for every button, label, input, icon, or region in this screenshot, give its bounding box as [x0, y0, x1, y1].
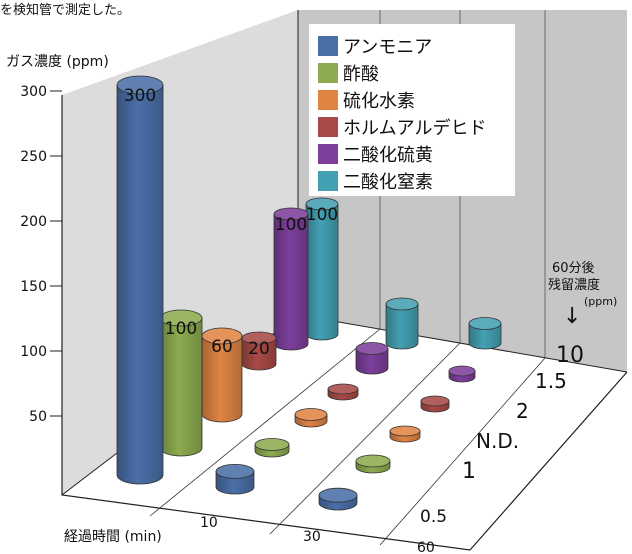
bar-ホルムアルデヒド-30 [327, 383, 359, 401]
bar-酢酸-10: 100 [159, 309, 203, 457]
bar-label-アンモニア: 300 [124, 86, 156, 106]
residual-unit: (ppm) [584, 295, 617, 308]
y-tick-label-50: 50 [29, 409, 47, 425]
legend-label-0: アンモニア [343, 37, 432, 58]
residual-block: 60分後 残留濃度 ↓ (ppm) 0.5 1N.D. 21.510 [420, 261, 617, 527]
legend-swatch-1 [318, 63, 338, 83]
bar-label-二酸化窒素: 100 [306, 205, 338, 225]
bar-label-酢酸: 100 [165, 319, 197, 339]
bar-label-硫化水素: 60 [211, 337, 233, 357]
bar-二酸化硫黄-10: 100 [273, 207, 309, 351]
bar-硫化水素-10: 60 [201, 327, 243, 423]
legend-label-3: ホルムアルデヒド [343, 118, 486, 139]
bar-二酸化硫黄-60 [448, 365, 476, 383]
bar-二酸化硫黄-30 [355, 342, 389, 375]
y-tick-label-200: 200 [20, 214, 47, 230]
floor-grid-2 [269, 342, 461, 535]
y-tick-label-250: 250 [20, 149, 47, 165]
residual-value-2: N.D. [476, 429, 519, 453]
bar-アンモニア-30 [215, 463, 255, 495]
y-tick-label-100: 100 [20, 344, 47, 360]
residual-arrow: ↓ [563, 304, 581, 329]
legend-swatch-4 [318, 144, 338, 164]
residual-title-1: 60分後 [552, 261, 595, 276]
residual-value-1: 1 [462, 459, 476, 484]
bar-硫化水素-60 [389, 425, 421, 443]
bar-アンモニア-10: 300 [116, 75, 164, 485]
y-tick-label-300: 300 [20, 84, 47, 100]
y-axis-title: ガス濃度 (ppm) [6, 54, 109, 70]
legend-swatch-3 [318, 117, 338, 137]
bar-二酸化窒素-60 [468, 317, 502, 350]
y-axis-ticks: 50 100 150 200 250 300 [20, 84, 62, 425]
legend-label-1: 酢酸 [343, 64, 379, 85]
legend-swatch-0 [318, 36, 338, 56]
residual-value-0: 0.5 [420, 507, 447, 527]
floor-edge-back [297, 314, 628, 373]
floor [62, 315, 627, 550]
residual-value-4: 1.5 [535, 369, 567, 393]
bar-酢酸-30 [254, 438, 290, 458]
bar-アンモニア-60 [318, 487, 358, 511]
frame-edges [61, 95, 628, 551]
bar-二酸化窒素-30 [385, 297, 419, 350]
bar-二酸化窒素-10: 100 [305, 197, 339, 341]
residual-title-2: 残留濃度 [548, 277, 600, 293]
bar-硫化水素-30 [294, 408, 328, 428]
legend-label-5: 二酸化窒素 [343, 172, 433, 193]
bar-label-ホルムアルデヒド: 20 [248, 339, 270, 359]
header-fragment: を検知管で測定した。 [0, 2, 130, 18]
y-tick-label-150: 150 [20, 279, 47, 295]
bar-酢酸-60 [355, 454, 391, 474]
legend-box [309, 24, 515, 196]
x-tick-60: 60 [417, 540, 435, 554]
floor-grid-3 [379, 357, 546, 546]
bar-label-二酸化硫黄: 100 [275, 215, 307, 235]
residual-value-3: 2 [516, 399, 529, 423]
residual-value-5: 10 [556, 343, 584, 368]
x-axis-title: 経過時間 (min) [64, 529, 162, 545]
floor-grid-1 [149, 328, 381, 517]
x-tick-10: 10 [200, 515, 218, 531]
x-tick-30: 30 [303, 529, 321, 545]
legend-label-2: 硫化水素 [343, 91, 415, 112]
legend-swatch-5 [318, 171, 338, 191]
legend-swatch-2 [318, 90, 338, 110]
bar-ホルムアルデヒド-10: 20 [241, 331, 277, 371]
bar-ホルムアルデヒド-60 [420, 395, 450, 413]
legend-label-4: 二酸化硫黄 [343, 145, 433, 166]
